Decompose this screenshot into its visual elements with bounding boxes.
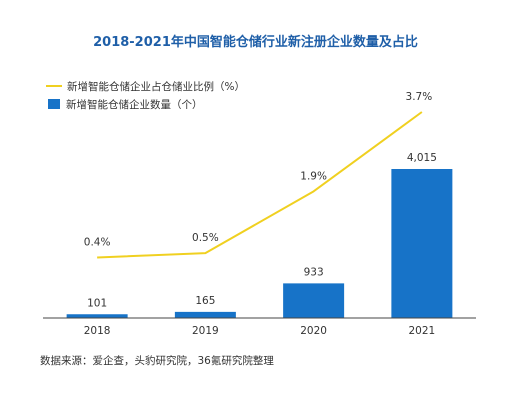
legend-label-count: 新增智能仓储企业数量（个） <box>66 98 203 111</box>
line-value-label: 1.9% <box>300 170 327 182</box>
bar-value-label: 4,015 <box>407 152 437 164</box>
line-value-label: 3.7% <box>406 91 433 103</box>
source-note: 数据来源：爱企查，头豹研究院，36氪研究院整理 <box>40 355 274 367</box>
chart-title: 2018-2021年中国智能仓储行业新注册企业数量及占比 <box>93 35 418 50</box>
x-tick-label: 2018 <box>84 325 111 337</box>
bar-2018 <box>66 314 128 318</box>
legend-item-ratio: 新增智能仓储企业占仓储业比例（%） <box>46 77 245 95</box>
line-value-label: 0.4% <box>84 237 111 249</box>
ratio-line <box>97 111 423 259</box>
legend-line-swatch <box>46 85 62 87</box>
line-value-label: 0.5% <box>192 232 219 244</box>
bar-2019 <box>174 311 236 318</box>
legend-label-ratio: 新增智能仓储企业占仓储业比例（%） <box>67 80 245 93</box>
bar-2020 <box>283 283 345 318</box>
chart-legend: 新增智能仓储企业占仓储业比例（%） 新增智能仓储企业数量（个） <box>46 77 245 113</box>
legend-item-count: 新增智能仓储企业数量（个） <box>46 95 245 113</box>
bar-value-label: 933 <box>304 266 324 278</box>
legend-bar-swatch <box>48 99 60 109</box>
x-tick-label: 2020 <box>300 325 327 337</box>
x-tick-label: 2021 <box>409 325 436 337</box>
bar-2021 <box>391 169 453 318</box>
x-tick-label: 2019 <box>192 325 219 337</box>
bar-value-label: 101 <box>87 297 107 309</box>
bar-value-label: 165 <box>195 295 215 307</box>
